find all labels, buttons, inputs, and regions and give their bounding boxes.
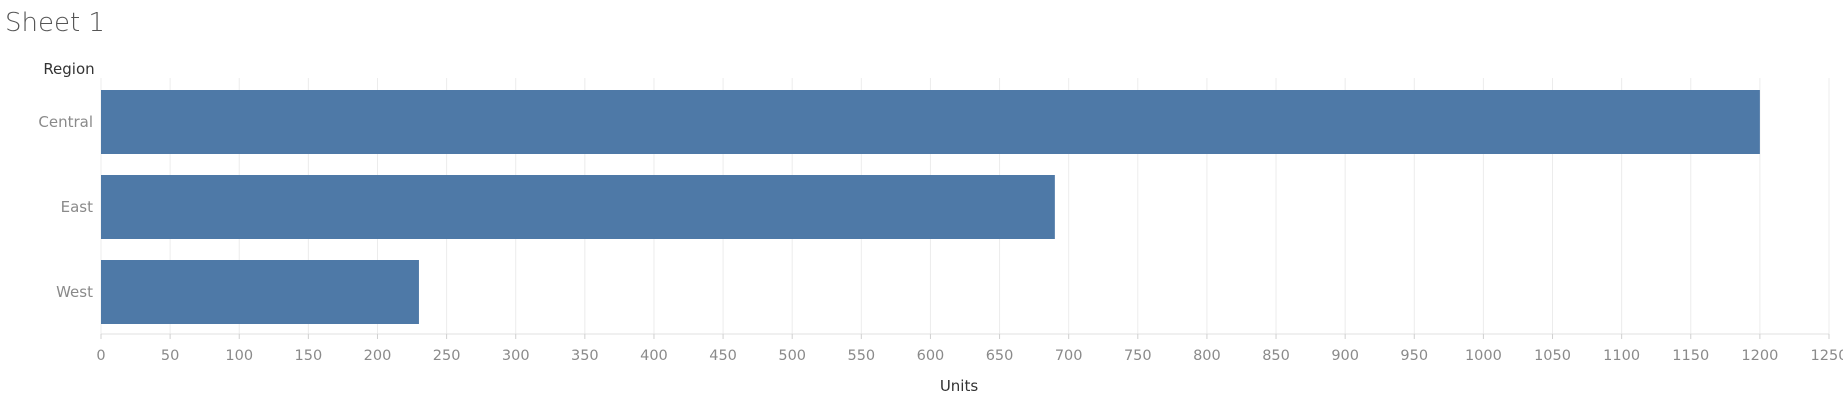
x-axis-ticks: 0 50 100 150 200 250 300 350 400 450 500 550 600 650 7… <box>96 334 1843 364</box>
x-tick-label: 0 <box>96 348 105 364</box>
x-tick-label: 1250 <box>1811 348 1843 364</box>
x-tick-label: 150 <box>295 348 323 364</box>
x-tick-label: 100 <box>225 348 253 364</box>
x-tick-label: 50 <box>161 348 179 364</box>
bar-east[interactable] <box>101 175 1055 239</box>
x-tick-label: 350 <box>571 348 599 364</box>
x-tick-label: 800 <box>1193 348 1221 364</box>
x-tick-label: 850 <box>1262 348 1290 364</box>
x-tick-label: 500 <box>778 348 806 364</box>
category-label-west: West <box>56 283 93 301</box>
x-tick-label: 750 <box>1124 348 1152 364</box>
x-tick-label: 700 <box>1055 348 1083 364</box>
category-label-central: Central <box>38 113 93 131</box>
x-tick-label: 400 <box>640 348 668 364</box>
x-tick-label: 550 <box>847 348 875 364</box>
bars[interactable] <box>101 90 1760 324</box>
x-tick-label: 300 <box>502 348 530 364</box>
x-tick-label: 450 <box>709 348 737 364</box>
x-tick-label: 650 <box>986 348 1014 364</box>
y-axis-title: Region <box>43 60 94 78</box>
x-tick-label: 900 <box>1331 348 1359 364</box>
x-tick-label: 1050 <box>1534 348 1571 364</box>
x-tick-label: 950 <box>1400 348 1428 364</box>
category-labels: Central East West <box>38 113 93 301</box>
category-label-east: East <box>61 198 93 216</box>
bar-west[interactable] <box>101 260 419 324</box>
x-tick-label: 1150 <box>1672 348 1709 364</box>
x-tick-label: 1200 <box>1741 348 1778 364</box>
x-tick-label: 600 <box>917 348 945 364</box>
x-tick-label: 250 <box>433 348 461 364</box>
x-tick-label: 1000 <box>1465 348 1502 364</box>
sheet-title: Sheet 1 <box>5 8 105 38</box>
bar-central[interactable] <box>101 90 1760 154</box>
x-tick-label: 1100 <box>1603 348 1640 364</box>
x-tick-label: 200 <box>364 348 392 364</box>
x-axis-title: Units <box>940 377 979 395</box>
